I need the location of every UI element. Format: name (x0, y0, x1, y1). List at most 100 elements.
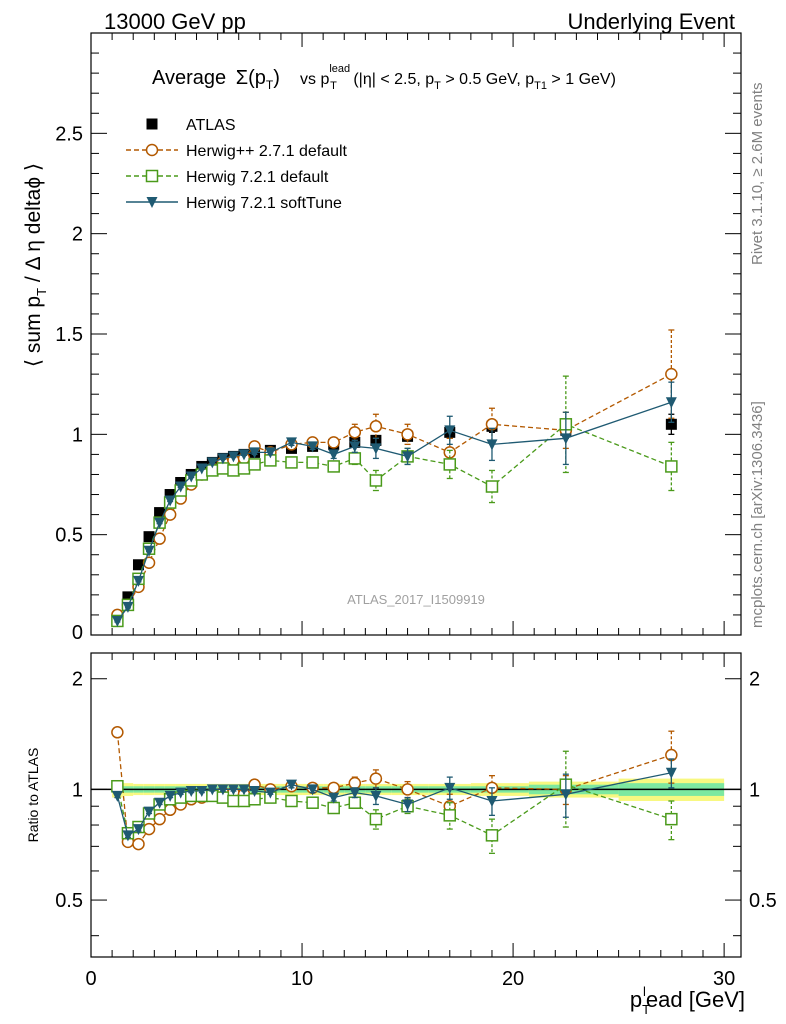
plot-title: Average Σ(pT) vs plead T (|η| < 2.5, p T >… (152, 63, 616, 93)
svg-text:Average Σ(pT): Average Σ(pT) (152, 67, 280, 92)
data-point (143, 531, 155, 543)
title-sigma-sub: T (266, 78, 274, 92)
data-point (665, 367, 678, 381)
data-point (249, 786, 261, 798)
data-point (164, 489, 176, 501)
data-point (227, 451, 239, 463)
title-vs: vs p (300, 71, 329, 88)
legend-marker (146, 197, 158, 208)
data-point (349, 441, 361, 453)
main-y-tick-label: 0.5 (55, 525, 83, 547)
data-point (264, 447, 276, 459)
data-point (665, 397, 677, 409)
data-point (369, 812, 383, 826)
ratio-y-tick-label-left: 2 (72, 669, 83, 691)
data-point (153, 812, 166, 826)
data-point (227, 784, 239, 796)
data-point (285, 794, 298, 808)
data-point (401, 428, 414, 441)
data-point (227, 794, 240, 808)
legend-label: ATLAS (186, 117, 236, 134)
data-point (143, 806, 155, 818)
data-point (486, 439, 498, 451)
data-point (348, 796, 362, 809)
legend-label: Herwig++ 2.7.1 default (186, 143, 348, 160)
data-point (485, 480, 499, 493)
data-point (665, 418, 677, 430)
data-point (238, 449, 250, 461)
main-y-tick-label: 1.5 (55, 324, 83, 346)
data-point (485, 829, 499, 842)
data-point (665, 460, 678, 473)
data-point (185, 786, 197, 798)
data-point (143, 545, 155, 557)
data-point (560, 433, 572, 445)
title-vs-sup: lead (329, 63, 350, 75)
mcplots-side-text: mcplots.cern.ch [arXiv:1306.3436] (749, 401, 766, 628)
data-point (444, 425, 456, 437)
data-point (307, 784, 319, 796)
data-point (122, 601, 134, 613)
data-point (238, 784, 250, 796)
main-ylabel-end: / Δ η deltaϕ ⟩ (22, 163, 45, 288)
data-point (443, 458, 457, 471)
data-point (154, 797, 166, 809)
data-point (328, 449, 340, 461)
data-point (560, 789, 572, 801)
title-cuts-sub2: T1 (534, 80, 547, 92)
analysis-watermark: ATLAS_2017_I1509919 (347, 592, 485, 607)
main-y-tick-label: 2 (72, 224, 83, 246)
data-point (370, 790, 382, 802)
legend-label: Herwig 7.2.1 default (186, 169, 329, 186)
data-point (175, 481, 187, 493)
data-point (111, 779, 124, 793)
xlabel-end: ead [GeV] (646, 987, 745, 1012)
data-point (196, 463, 208, 475)
header-right: Underlying Event (567, 9, 735, 34)
main-plot-area: 0.5 1 1.5 2 2.5 0 (55, 32, 742, 644)
legend: ATLAS Herwig++ 2.7.1 default Herwig 7.2.1 … (126, 117, 348, 212)
ratio-frame (90, 652, 742, 958)
main-ylabel-text: ⟨ sum p (22, 296, 45, 367)
data-point (264, 787, 276, 799)
data-point (486, 795, 498, 807)
title-cuts: (|η| < 2.5, p (353, 71, 434, 88)
data-point (370, 443, 382, 455)
data-point (285, 779, 297, 791)
data-point (307, 441, 319, 453)
title-prefix: Average (152, 67, 226, 89)
header-left: 13000 GeV pp (104, 9, 246, 34)
data-point (327, 781, 340, 795)
ratio-y-tick-label-left: 0.5 (55, 890, 83, 912)
data-point (216, 462, 230, 475)
data-point (369, 474, 383, 487)
data-point (665, 767, 677, 779)
data-point (175, 787, 187, 799)
data-point (248, 458, 261, 471)
data-point (122, 591, 134, 603)
main-y-tick-label: 2.5 (55, 123, 83, 145)
ratio-y-tick-label-right: 0.5 (749, 890, 777, 912)
data-point (111, 726, 124, 739)
title-cuts-mid: > 0.5 GeV, p (441, 71, 534, 88)
data-point (132, 559, 144, 571)
legend-marker (146, 118, 158, 130)
data-point (249, 447, 261, 459)
ratio-y-tick-label-right: 1 (749, 779, 760, 801)
main-y-tick-label: 1 (72, 424, 83, 446)
data-point (132, 837, 145, 851)
xlabel-p: p (630, 987, 642, 1012)
data-point (665, 812, 678, 826)
data-point (153, 532, 166, 545)
rivet-side-text: Rivet 3.1.10, ≥ 2.6M events (749, 83, 766, 266)
data-point (306, 456, 319, 469)
title-sigma: Σ(p (236, 67, 266, 89)
title-vs-sub: T (330, 80, 337, 92)
data-point (369, 420, 383, 433)
data-point (206, 784, 218, 796)
x-tick-label: 0 (85, 968, 96, 990)
data-point (164, 495, 176, 507)
data-point (285, 456, 298, 469)
